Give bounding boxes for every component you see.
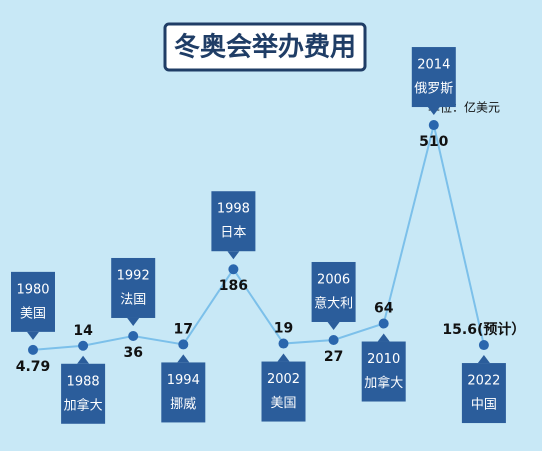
category-box: 1994 挪威 [161, 354, 206, 423]
category-year: 1994 [167, 373, 200, 388]
category-year: 2022 [467, 374, 500, 389]
value-label: 186 [219, 278, 248, 294]
marker [228, 264, 239, 275]
value-label: 4.79 [16, 359, 51, 375]
value-label: 36 [123, 345, 142, 361]
box-pointer [27, 331, 39, 340]
value-label: 510 [419, 134, 448, 150]
box-pointer [277, 353, 290, 362]
category-box: 2006 意大利 [311, 261, 356, 330]
chart-title: 冬奥会举办费用 [174, 32, 356, 63]
category-box: 1998 日本 [211, 191, 256, 260]
marker [78, 340, 89, 351]
category-country: 中国 [471, 398, 497, 413]
category-country: 加拿大 [64, 397, 103, 413]
box-pointer [227, 251, 240, 260]
box [411, 47, 456, 108]
box-pointer [477, 355, 490, 364]
box [11, 271, 55, 332]
value-label: 19 [274, 321, 293, 337]
box-pointer [377, 333, 390, 342]
category-country: 挪威 [170, 397, 196, 412]
box [161, 362, 206, 423]
category-country: 法国 [120, 292, 146, 307]
marker [28, 344, 38, 355]
category-country: 日本 [220, 226, 246, 241]
line [32, 124, 485, 351]
value-label: 27 [324, 349, 343, 365]
value-label: 17 [174, 321, 193, 337]
category-box: 2002 美国 [261, 353, 306, 422]
box [361, 341, 406, 402]
value-label: 14 [73, 323, 93, 339]
category-box: 2010 加拿大 [361, 333, 406, 402]
marker [328, 334, 339, 345]
category-box: 1988 加拿大 [61, 355, 106, 424]
box-pointer [127, 317, 140, 326]
category-country: 美国 [270, 396, 296, 411]
value-label: 64 [374, 301, 394, 317]
category-year: 1980 [16, 282, 49, 297]
box [311, 261, 356, 322]
box [111, 257, 156, 318]
category-country: 加拿大 [364, 375, 403, 391]
value-label: 15.6(预计） [442, 321, 525, 338]
category-box: 1992 法国 [111, 257, 156, 326]
category-box: 1980 美国 [11, 271, 55, 340]
marker [128, 330, 139, 341]
box [61, 363, 106, 424]
box-pointer [327, 321, 340, 330]
box [211, 191, 256, 252]
category-country: 意大利 [314, 295, 353, 311]
title-box [163, 22, 367, 72]
marker [178, 339, 189, 350]
box [461, 363, 506, 424]
category-country: 美国 [20, 306, 46, 321]
category-box: 2022 中国 [461, 355, 506, 424]
box-pointer [427, 107, 440, 116]
category-year: 2014 [417, 58, 450, 73]
marker [478, 340, 489, 351]
category-country: 俄罗斯 [414, 82, 453, 97]
category-box: 2014 俄罗斯 [411, 47, 456, 116]
category-year: 2006 [317, 272, 350, 287]
marker [278, 338, 289, 349]
category-year: 1998 [217, 202, 250, 217]
box [261, 361, 306, 422]
category-year: 2002 [267, 372, 300, 387]
box-pointer [177, 354, 190, 363]
box-pointer [77, 355, 90, 364]
category-year: 2010 [367, 352, 400, 367]
category-year: 1992 [117, 268, 150, 283]
category-year: 1988 [67, 374, 100, 389]
marker [378, 318, 389, 329]
marker [428, 120, 439, 131]
